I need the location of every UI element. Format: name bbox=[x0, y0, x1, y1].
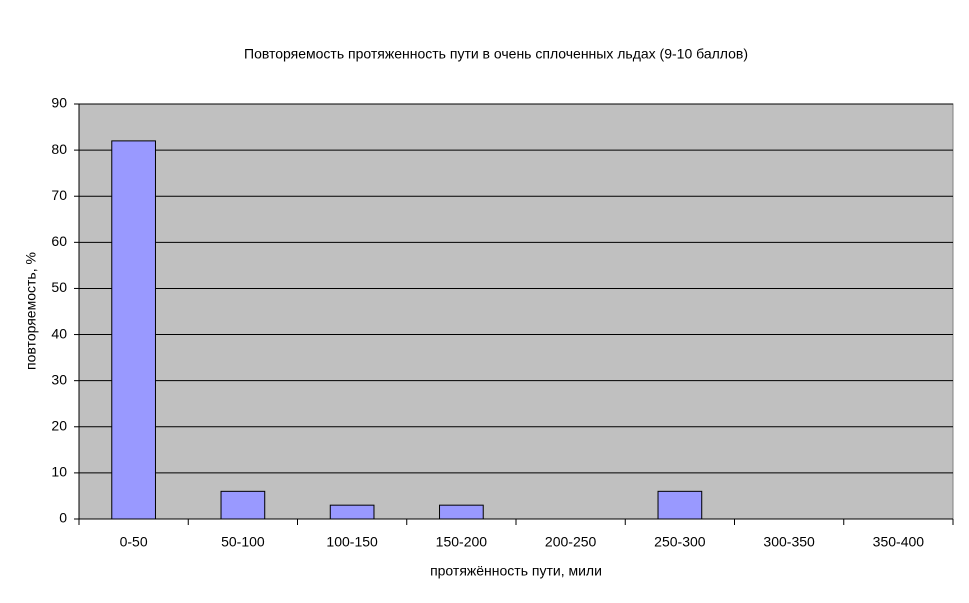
y-tick-label: 50 bbox=[51, 279, 67, 295]
bar bbox=[439, 504, 484, 520]
x-tick-label: 100-150 bbox=[326, 534, 378, 550]
bar bbox=[111, 140, 156, 520]
chart-title: Повторяемость протяженность пути в очень… bbox=[244, 46, 748, 62]
y-tick-label: 80 bbox=[51, 141, 67, 157]
y-tick-label: 90 bbox=[51, 95, 67, 111]
y-tick-label: 40 bbox=[51, 325, 67, 341]
y-tick-label: 30 bbox=[51, 371, 67, 387]
y-tick-label: 0 bbox=[59, 510, 67, 526]
x-tick-label: 300-350 bbox=[763, 534, 815, 550]
y-tick-label: 70 bbox=[51, 187, 67, 203]
y-axis-label: повторяемость, % bbox=[23, 252, 39, 370]
x-tick-label: 150-200 bbox=[436, 534, 488, 550]
plot-area bbox=[78, 103, 954, 520]
x-tick-label: 200-250 bbox=[545, 534, 597, 550]
x-tick-label: 50-100 bbox=[221, 534, 265, 550]
bar bbox=[220, 490, 266, 520]
x-tick-label: 0-50 bbox=[120, 534, 148, 550]
y-tick-label: 10 bbox=[51, 464, 67, 480]
x-tick-label: 250-300 bbox=[654, 534, 706, 550]
bar bbox=[657, 490, 703, 520]
x-tick-label: 350-400 bbox=[873, 534, 925, 550]
y-tick-label: 20 bbox=[51, 417, 67, 433]
y-tick-label: 60 bbox=[51, 233, 67, 249]
x-axis-label: протяжённость пути, мили bbox=[430, 563, 602, 579]
bar bbox=[329, 504, 375, 520]
